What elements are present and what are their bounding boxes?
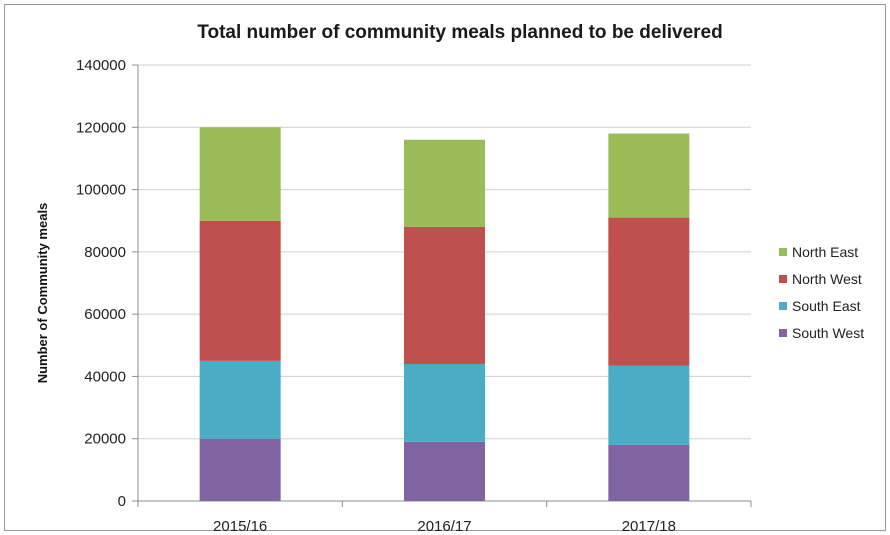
bar-segment-north-west [199, 220, 281, 361]
bar-segment-north-west [608, 217, 690, 366]
bar-segment-north-west [404, 226, 485, 364]
bar-segment-south-west [608, 444, 690, 501]
stacked-bar-chart: Total number of community meals planned … [35, 22, 864, 532]
legend-swatch [779, 248, 787, 256]
x-tick-label: 2017/18 [622, 518, 676, 532]
legend-swatch [779, 302, 787, 310]
legend-swatch [779, 275, 787, 283]
legend-label: North West [792, 271, 862, 287]
axes: 0 20000 40000 60000 80000 100000 120000 140000 2… [76, 57, 752, 532]
bars [199, 127, 690, 501]
bar-segment-north-east [404, 139, 485, 227]
bar-segment-south-east [199, 360, 281, 439]
y-tick-label: 40000 [84, 368, 126, 385]
y-tick-label: 140000 [76, 57, 126, 74]
y-tick-label: 20000 [84, 431, 126, 448]
x-tick-label: 2016/17 [417, 518, 471, 532]
y-tick-label: 0 [118, 493, 126, 510]
chart-frame: Total number of community meals planned … [4, 4, 886, 532]
legend-label: North East [792, 244, 858, 260]
legend-label: South East [792, 298, 861, 314]
y-axis-label: Number of Community meals [35, 203, 50, 384]
legend-label: South West [792, 325, 864, 341]
bar-segment-north-east [199, 127, 281, 221]
chart-title: Total number of community meals planned … [197, 22, 722, 43]
y-tick-label: 100000 [76, 182, 126, 199]
bar-segment-south-east [404, 363, 485, 442]
bar-segment-south-west [199, 438, 281, 501]
x-tick-label: 2015/16 [213, 518, 267, 532]
bar-segment-north-east [608, 133, 690, 218]
y-tick-label: 60000 [84, 306, 126, 323]
bar-segment-south-west [404, 441, 485, 501]
legend-swatch [779, 329, 787, 337]
bar-segment-south-east [608, 365, 690, 445]
y-tick-label: 80000 [84, 244, 126, 261]
y-tick-label: 120000 [76, 119, 126, 136]
legend: North East North West South East South West [779, 244, 864, 341]
